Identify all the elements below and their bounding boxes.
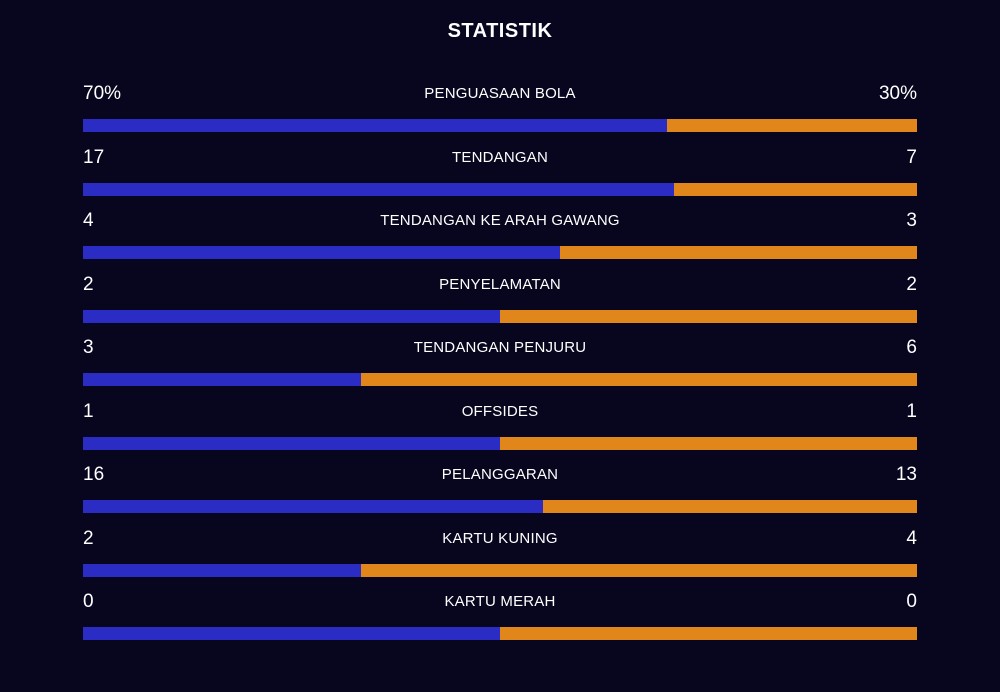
home-bar-segment — [83, 309, 500, 323]
away-bar-segment — [360, 373, 917, 386]
comparison-bar — [83, 500, 917, 513]
stat-label: TENDANGAN KE ARAH GAWANG — [380, 212, 620, 229]
home-bar-segment — [83, 119, 667, 132]
stat-label: OFFSIDES — [461, 402, 539, 420]
home-value: 4 — [83, 210, 94, 231]
home-value: 2 — [83, 527, 94, 549]
stat-label: KARTU KUNING — [442, 529, 558, 547]
stat-row-tendangan: 17 TENDANGAN 7 — [83, 144, 917, 208]
away-value: 6 — [906, 337, 917, 358]
stat-header: 4 TENDANGAN KE ARAH GAWANG 3 — [83, 207, 917, 235]
away-value: 1 — [906, 400, 917, 422]
stat-label: PENGUASAAN BOLA — [424, 85, 576, 102]
stat-header: 3 TENDANGAN PENJURU 6 — [83, 334, 917, 362]
stats-list: 70% PENGUASAAN BOLA 30% 17 TENDANGAN 7 4… — [83, 80, 917, 652]
comparison-bar — [83, 246, 917, 259]
home-value: 1 — [83, 400, 94, 422]
home-value: 2 — [83, 273, 94, 295]
stat-header: 70% PENGUASAAN BOLA 30% — [83, 80, 917, 108]
stat-row-tendangan-ke-arah-gawang: 4 TENDANGAN KE ARAH GAWANG 3 — [83, 207, 917, 271]
away-value: 3 — [906, 210, 917, 231]
away-value: 0 — [906, 591, 917, 612]
away-bar-segment — [543, 500, 917, 513]
page-title: STATISTIK — [447, 20, 553, 42]
home-bar-segment — [83, 246, 560, 259]
away-bar-segment — [500, 627, 917, 640]
stat-row-kartu-merah: 0 KARTU MERAH 0 — [83, 588, 917, 652]
away-bar-segment — [559, 246, 917, 259]
away-bar-segment — [360, 563, 917, 577]
home-value: 16 — [83, 464, 105, 485]
stat-label: TENDANGAN — [452, 148, 548, 166]
stat-label: PELANGGARAN — [441, 466, 559, 483]
away-value: 13 — [895, 464, 917, 485]
comparison-bar — [83, 119, 917, 132]
away-bar-segment — [666, 119, 917, 132]
away-value: 7 — [906, 146, 917, 168]
stat-header: 2 KARTU KUNING 4 — [83, 525, 917, 553]
home-value: 70% — [83, 83, 122, 104]
away-value: 4 — [906, 527, 917, 549]
home-bar-segment — [83, 182, 674, 196]
stat-header: 16 PELANGGARAN 13 — [83, 461, 917, 489]
comparison-bar — [83, 436, 917, 450]
stat-label: KARTU MERAH — [444, 593, 556, 610]
stat-header: 1 OFFSIDES 1 — [83, 398, 917, 426]
home-value: 0 — [83, 591, 94, 612]
comparison-bar — [83, 627, 917, 640]
comparison-bar — [83, 563, 917, 577]
stat-header: 0 KARTU MERAH 0 — [83, 588, 917, 616]
stat-row-penyelamatan: 2 PENYELAMATAN 2 — [83, 271, 917, 335]
home-value: 3 — [83, 337, 94, 358]
away-bar-segment — [673, 182, 917, 196]
home-value: 17 — [83, 146, 105, 168]
home-bar-segment — [83, 563, 361, 577]
comparison-bar — [83, 309, 917, 323]
away-value: 2 — [906, 273, 917, 295]
stat-row-kartu-kuning: 2 KARTU KUNING 4 — [83, 525, 917, 589]
away-bar-segment — [500, 309, 917, 323]
away-value: 30% — [878, 83, 917, 104]
home-bar-segment — [83, 627, 500, 640]
stat-row-pelanggaran: 16 PELANGGARAN 13 — [83, 461, 917, 525]
comparison-bar — [83, 373, 917, 386]
stat-header: 17 TENDANGAN 7 — [83, 144, 917, 172]
comparison-bar — [83, 182, 917, 196]
home-bar-segment — [83, 500, 544, 513]
stat-row-penguasaan-bola: 70% PENGUASAAN BOLA 30% — [83, 80, 917, 144]
home-bar-segment — [83, 436, 500, 450]
stat-row-offsides: 1 OFFSIDES 1 — [83, 398, 917, 462]
stat-row-tendangan-penjuru: 3 TENDANGAN PENJURU 6 — [83, 334, 917, 398]
away-bar-segment — [500, 436, 917, 450]
stat-label: TENDANGAN PENJURU — [413, 339, 587, 356]
home-bar-segment — [83, 373, 361, 386]
stat-header: 2 PENYELAMATAN 2 — [83, 271, 917, 299]
stat-label: PENYELAMATAN — [439, 275, 561, 293]
